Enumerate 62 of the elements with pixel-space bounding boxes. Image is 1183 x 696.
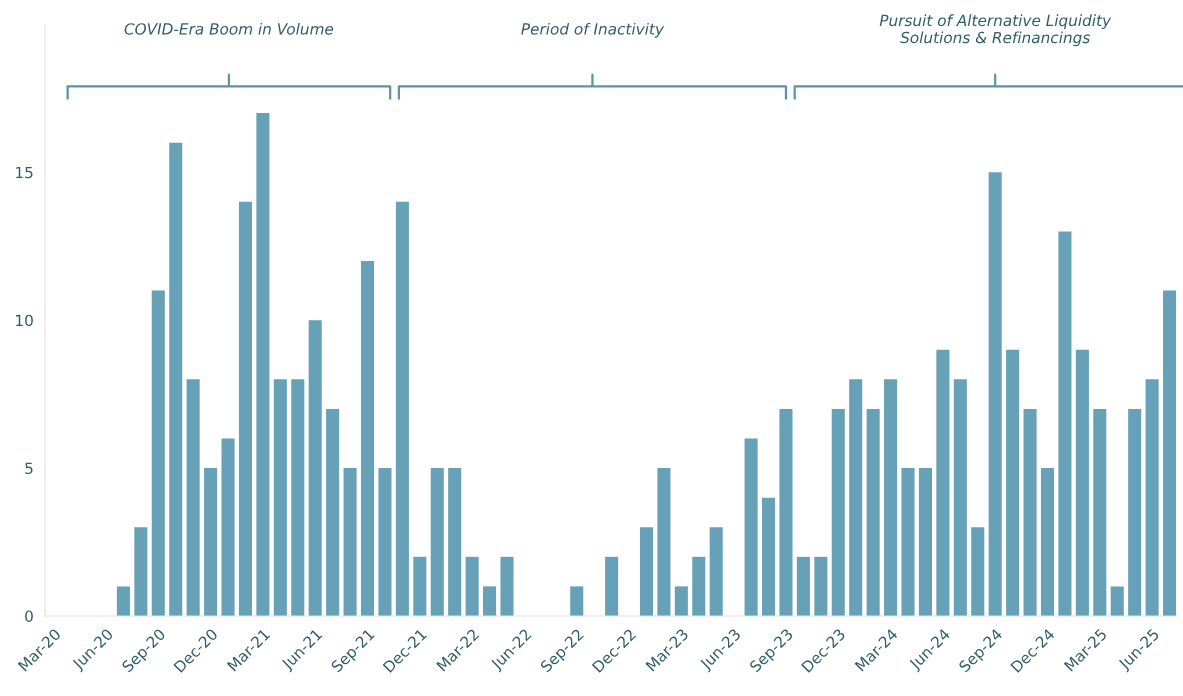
bar xyxy=(500,556,514,616)
bar xyxy=(570,586,584,616)
bar xyxy=(953,379,967,616)
annotation: COVID-Era Boom in Volume xyxy=(124,22,334,35)
y-tick-label: 10 xyxy=(16,314,33,327)
bar xyxy=(779,408,793,616)
bar xyxy=(238,201,252,616)
bar xyxy=(692,556,706,616)
bar xyxy=(448,468,462,616)
bar xyxy=(465,556,479,616)
bar xyxy=(605,556,619,616)
bar xyxy=(796,556,810,616)
bar xyxy=(744,438,758,616)
bar xyxy=(1006,349,1020,616)
bar xyxy=(971,527,985,616)
bar xyxy=(273,379,287,616)
bar xyxy=(186,379,200,616)
bar xyxy=(151,290,165,616)
bar xyxy=(395,201,409,616)
bar xyxy=(360,261,375,616)
bar xyxy=(256,113,270,616)
bar xyxy=(169,142,183,616)
bar xyxy=(221,438,235,616)
y-tick-label: 15 xyxy=(16,166,33,179)
bar xyxy=(901,468,915,616)
bar xyxy=(291,379,305,616)
y-tick-label: 5 xyxy=(25,462,33,475)
bar xyxy=(849,379,863,616)
bar xyxy=(814,556,828,616)
bar xyxy=(866,408,880,616)
bar xyxy=(483,586,497,616)
bar xyxy=(134,527,148,616)
bar xyxy=(884,379,898,616)
bar xyxy=(639,527,654,616)
bar xyxy=(326,408,340,616)
bar xyxy=(761,497,776,616)
bar xyxy=(430,468,444,616)
bar xyxy=(674,586,688,616)
y-tick-label: 0 xyxy=(25,610,33,622)
bar xyxy=(308,320,322,616)
bar xyxy=(988,172,1002,616)
bar xyxy=(413,556,427,616)
bar xyxy=(1040,468,1055,616)
bar xyxy=(918,468,932,616)
bar xyxy=(1145,379,1159,616)
bar xyxy=(831,408,845,616)
bar xyxy=(1058,231,1072,616)
bar xyxy=(1023,408,1037,616)
bar xyxy=(343,468,357,616)
bar xyxy=(709,527,723,616)
bar xyxy=(1110,586,1124,616)
bar xyxy=(1128,408,1142,616)
annotation: Pursuit of Alternative Liquidity Solutions & Refinancings xyxy=(879,14,1112,47)
bar xyxy=(116,586,130,616)
bar xyxy=(204,468,218,616)
annotation: Period of Inactivity xyxy=(521,22,665,38)
bar xyxy=(1093,408,1107,616)
bar xyxy=(1163,290,1177,616)
bar xyxy=(936,349,950,616)
bar xyxy=(657,468,671,616)
bar xyxy=(1075,349,1089,616)
bar xyxy=(378,468,392,616)
